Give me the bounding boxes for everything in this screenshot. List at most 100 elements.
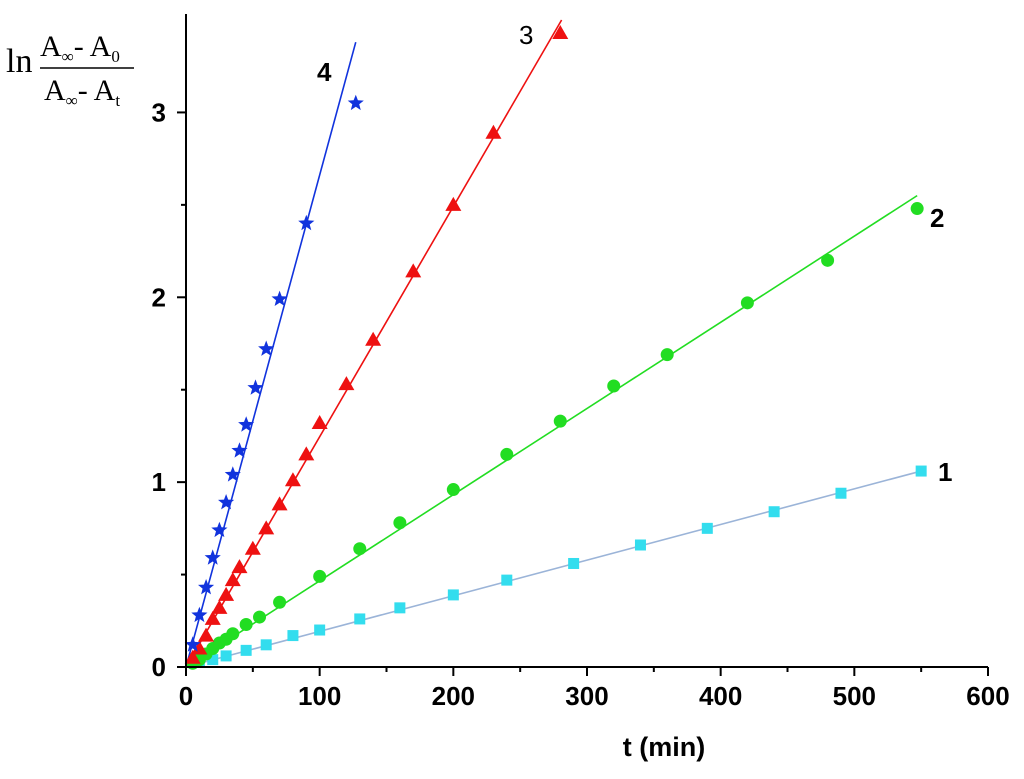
series-4-point	[298, 214, 315, 231]
series-3-markers	[184, 24, 569, 664]
y-axis-title-prefix: ln	[6, 43, 32, 80]
series-4-point	[184, 636, 201, 652]
series-2-point	[740, 296, 754, 310]
series-3-point	[365, 331, 382, 346]
denominator-right: A	[94, 74, 116, 107]
series-3-point	[184, 649, 201, 664]
series-4-point	[231, 442, 248, 458]
series-1-point	[447, 589, 459, 601]
x-tick-label: 300	[565, 681, 608, 711]
series-3-point	[198, 627, 215, 642]
series-label-1: 1	[938, 457, 952, 487]
series-2-point	[910, 202, 924, 216]
series-1-point	[835, 487, 847, 499]
series-2-point	[313, 569, 327, 583]
series-4-point	[271, 290, 288, 306]
series-3-point	[552, 24, 569, 39]
series-labels: 1 2 3 4	[317, 20, 952, 487]
series-3-point	[311, 414, 328, 429]
x-axis-ticks: 0 100 200 300 400 500 600	[179, 667, 1010, 711]
series-2-point	[239, 617, 253, 631]
denominator-op: -	[78, 74, 94, 107]
series-1-point	[768, 506, 780, 518]
numerator-op: -	[74, 30, 90, 63]
series-label-4: 4	[317, 57, 332, 87]
series-3-point	[445, 196, 462, 211]
series-3-point	[231, 559, 248, 574]
series-2-point	[226, 627, 240, 641]
series-label-2: 2	[930, 203, 944, 233]
y-axis-title-numerator: A∞- A0	[40, 30, 120, 66]
series-3-point	[485, 124, 502, 139]
series-4-point	[204, 549, 221, 565]
series-1-point	[260, 639, 272, 651]
series-4-point	[238, 416, 255, 432]
series-1-point	[501, 574, 513, 586]
numerator-right: A	[90, 30, 112, 63]
series-3-point	[271, 496, 288, 511]
series-4-markers	[184, 94, 364, 652]
series-1-point	[915, 465, 927, 477]
series-1-point	[314, 624, 326, 636]
denominator-right-sub: t	[115, 91, 120, 110]
series-3-point	[191, 640, 208, 655]
x-axis-title: t (min)	[623, 732, 705, 762]
numerator-right-sub: 0	[111, 47, 120, 66]
series-1-point	[287, 630, 299, 642]
series-3-point	[224, 572, 241, 587]
series-4-point	[198, 579, 215, 595]
series-1-point	[354, 613, 366, 625]
series-1-point	[568, 557, 580, 569]
series-1-point	[207, 654, 219, 666]
series-3-point	[258, 520, 275, 535]
series-3-point	[204, 610, 221, 625]
y-tick-label: 0	[152, 652, 166, 682]
x-tick-label: 0	[179, 681, 193, 711]
data-markers	[184, 24, 927, 670]
fit-line-4	[185, 41, 357, 668]
series-3-point	[244, 540, 261, 555]
numerator-left-sub: ∞	[62, 47, 74, 66]
series-1-point	[220, 650, 232, 662]
y-axis-title-denominator: A∞- At	[44, 74, 120, 110]
series-3-point	[338, 376, 355, 391]
x-tick-label: 400	[699, 681, 742, 711]
series-1-point	[701, 522, 713, 534]
y-axis-ticks: 0 1 2 3	[152, 97, 186, 682]
x-tick-label: 200	[432, 681, 475, 711]
series-2-point	[393, 516, 407, 530]
x-tick-label: 600	[966, 681, 1009, 711]
series-2-point	[353, 542, 367, 556]
series-3-point	[284, 472, 301, 487]
series-4-point	[218, 494, 235, 510]
y-tick-label: 2	[152, 282, 166, 312]
x-tick-label: 500	[833, 681, 876, 711]
fit-line-1	[185, 470, 922, 668]
fit-line-2	[185, 194, 918, 668]
series-4-point	[191, 606, 208, 623]
series-1-point	[394, 602, 406, 614]
series-1-point	[240, 644, 252, 656]
y-tick-label: 3	[152, 97, 166, 127]
series-2-point	[660, 348, 674, 362]
series-3-point	[298, 446, 315, 461]
series-2-markers	[186, 202, 924, 670]
series-4-point	[224, 466, 241, 482]
y-axis-title: ln A∞- A0 A∞- At	[6, 30, 134, 110]
series-4-point	[247, 379, 264, 395]
denominator-left: A	[44, 74, 66, 107]
x-tick-label: 100	[298, 681, 341, 711]
series-2-point	[607, 379, 621, 393]
series-3-point	[211, 599, 228, 614]
series-2-point	[253, 610, 267, 624]
series-4-point	[347, 94, 364, 111]
series-1-markers	[193, 465, 927, 667]
series-3-point	[218, 586, 235, 601]
numerator-left: A	[40, 30, 62, 63]
series-1-point	[634, 539, 646, 551]
series-3-point	[405, 263, 422, 278]
series-4-point	[211, 521, 228, 538]
series-2-point	[500, 447, 514, 461]
fit-lines	[185, 19, 922, 668]
